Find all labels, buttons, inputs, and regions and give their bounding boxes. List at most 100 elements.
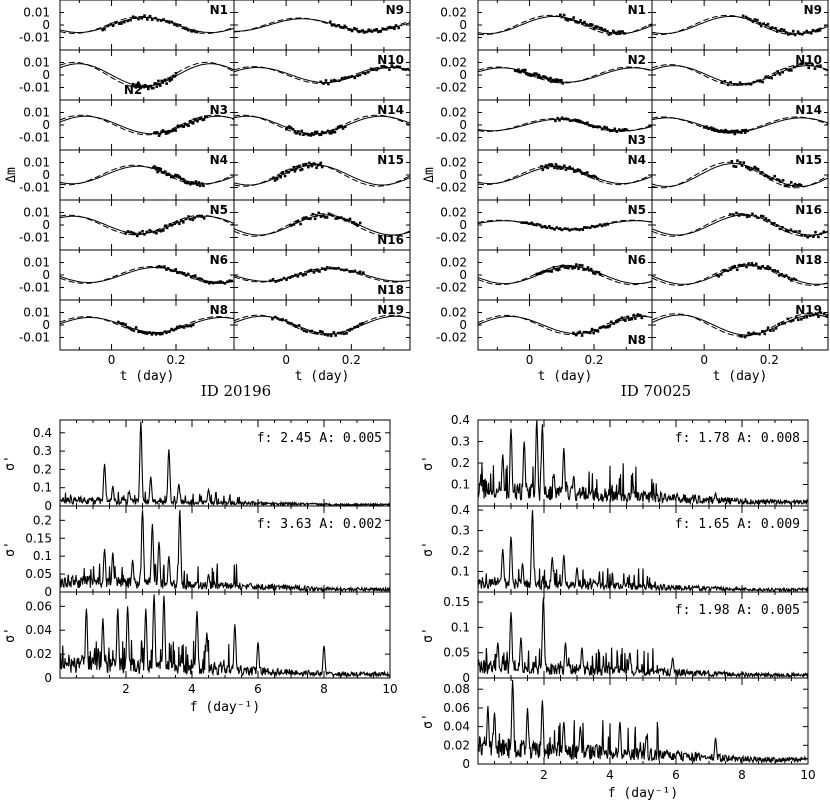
data-point bbox=[568, 228, 571, 232]
data-point bbox=[282, 276, 286, 280]
y-axis-label: σ' bbox=[3, 627, 18, 643]
data-point bbox=[754, 214, 757, 218]
data-point bbox=[774, 327, 778, 330]
data-point bbox=[811, 313, 815, 317]
data-point bbox=[172, 75, 175, 78]
data-point bbox=[163, 170, 167, 173]
model-curve-dashed bbox=[477, 66, 653, 84]
data-point bbox=[330, 79, 333, 83]
data-point bbox=[162, 18, 165, 21]
data-point bbox=[313, 217, 317, 220]
panel-frame bbox=[59, 199, 235, 251]
data-point bbox=[524, 72, 528, 76]
panel-frame bbox=[477, 199, 653, 251]
data-point bbox=[369, 67, 373, 71]
x-tick-label: 6 bbox=[254, 682, 262, 696]
data-point bbox=[754, 262, 758, 266]
lightcurve-panel-n6: N6 bbox=[59, 249, 235, 301]
data-point bbox=[182, 26, 185, 30]
data-point bbox=[284, 319, 288, 322]
data-point bbox=[366, 70, 370, 74]
data-point bbox=[156, 229, 160, 232]
power-spectrum-70025: 0.10.20.30.4σ'f: 1.78 A: 0.0080.10.20.30… bbox=[421, 413, 816, 801]
data-point bbox=[203, 115, 207, 118]
data-point bbox=[598, 223, 602, 226]
y-tick-label: 0.15 bbox=[443, 595, 470, 609]
data-point bbox=[546, 166, 549, 170]
data-point bbox=[760, 171, 764, 174]
data-point bbox=[137, 83, 141, 86]
data-point bbox=[566, 227, 569, 231]
data-point bbox=[198, 214, 201, 218]
data-point bbox=[196, 214, 199, 218]
panel-frame bbox=[233, 0, 411, 51]
data-point bbox=[545, 269, 548, 273]
data-point bbox=[329, 334, 333, 338]
data-point bbox=[148, 14, 152, 18]
data-point bbox=[341, 26, 344, 29]
data-point bbox=[590, 124, 594, 128]
data-point bbox=[794, 278, 798, 282]
data-point bbox=[141, 230, 144, 233]
data-point bbox=[737, 214, 741, 217]
lightcurve-panel-n2: N2 bbox=[59, 49, 235, 101]
data-point bbox=[129, 18, 132, 22]
data-point bbox=[273, 179, 277, 182]
data-point bbox=[171, 269, 174, 273]
data-point bbox=[617, 30, 621, 33]
data-point bbox=[131, 231, 135, 235]
data-point bbox=[176, 174, 180, 177]
data-point bbox=[226, 280, 229, 284]
data-point bbox=[302, 163, 305, 166]
data-point bbox=[181, 220, 185, 224]
y-tick-label: 0.01 bbox=[23, 56, 50, 70]
data-point bbox=[119, 322, 123, 325]
data-point bbox=[143, 233, 146, 236]
data-point bbox=[540, 76, 543, 80]
data-point bbox=[568, 119, 572, 122]
model-curve-solid bbox=[59, 165, 235, 185]
data-point bbox=[165, 268, 168, 271]
data-point bbox=[540, 225, 544, 229]
data-point bbox=[519, 70, 522, 74]
data-point bbox=[805, 29, 809, 33]
data-point bbox=[520, 221, 523, 224]
y-tick-label: 0 bbox=[462, 757, 470, 771]
data-point bbox=[382, 27, 386, 31]
data-point bbox=[272, 176, 275, 179]
data-point bbox=[196, 119, 199, 123]
data-point bbox=[202, 184, 205, 188]
spectrum-panel-2: 0.1 0.2 0.3 0.4 σ' f: 1.65 A: 0.009 bbox=[421, 503, 809, 593]
data-point bbox=[318, 133, 321, 137]
data-point bbox=[580, 264, 584, 267]
data-point bbox=[564, 168, 568, 171]
data-point bbox=[557, 268, 561, 271]
data-point bbox=[591, 175, 594, 178]
data-point bbox=[751, 212, 754, 216]
y-tick-label: 0.1 bbox=[451, 565, 470, 579]
y-tick-label: 0 bbox=[459, 18, 467, 32]
data-point bbox=[787, 183, 791, 187]
x-axis-label: f (day⁻¹) bbox=[190, 700, 260, 715]
data-point bbox=[748, 214, 751, 218]
model-curve-solid bbox=[477, 315, 653, 335]
y-tick-label: -0.02 bbox=[436, 131, 467, 145]
data-point bbox=[174, 71, 178, 75]
data-point bbox=[184, 217, 188, 221]
data-point bbox=[136, 234, 139, 238]
data-point bbox=[173, 75, 177, 78]
data-point bbox=[808, 314, 812, 318]
data-point bbox=[365, 30, 368, 34]
data-point bbox=[554, 119, 557, 123]
data-point bbox=[561, 166, 564, 170]
data-point bbox=[161, 129, 165, 132]
y-tick-label: 0.1 bbox=[33, 549, 52, 563]
data-point bbox=[358, 221, 362, 225]
data-point bbox=[193, 274, 197, 277]
lightcurve-panel-n14: N14 bbox=[651, 99, 829, 151]
panel-frame bbox=[59, 299, 235, 351]
data-point bbox=[174, 268, 178, 271]
data-point bbox=[356, 325, 359, 328]
data-point bbox=[324, 268, 327, 271]
